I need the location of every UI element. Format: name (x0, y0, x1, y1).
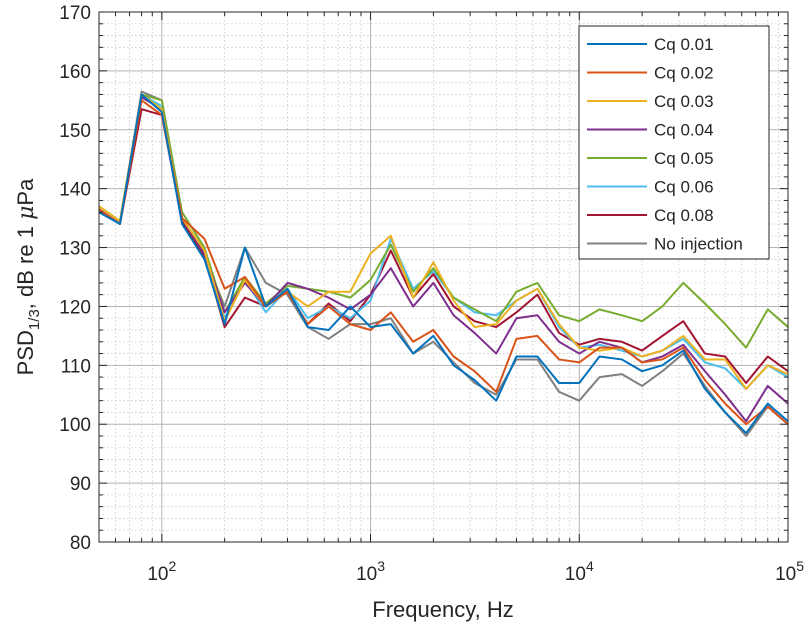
legend-label: No injection (654, 235, 743, 254)
y-tick-label: 150 (59, 121, 91, 142)
series-line (98, 93, 789, 390)
x-tick-label: 103 (356, 558, 385, 585)
y-tick-label: 90 (70, 474, 91, 495)
y-tick-label: 140 (59, 180, 91, 201)
x-tick-label: 105 (775, 558, 804, 585)
legend-label: Cq 0.05 (654, 149, 714, 168)
legend-label: Cq 0.06 (654, 178, 714, 197)
y-tick-label: 160 (59, 62, 91, 83)
series-layer (98, 90, 789, 437)
legend-label: Cq 0.01 (654, 35, 714, 54)
legend-label: Cq 0.08 (654, 206, 714, 225)
y-tick-label: 100 (59, 415, 91, 436)
y-tick-labels: 80 90 100 110 120 130 140 150 160 170 (59, 3, 91, 554)
series-line (98, 99, 789, 426)
y-tick-label: 110 (61, 356, 91, 377)
y-tick-label: 80 (70, 533, 91, 554)
y-tick-label: 170 (59, 3, 91, 24)
legend-label: Cq 0.02 (654, 64, 714, 83)
x-axis-title: Frequency, Hz (372, 597, 513, 622)
y-axis-title: PSD1/3, dB re 1 μPa (13, 178, 43, 375)
legend: Cq 0.01 Cq 0.02 Cq 0.03 Cq 0.04 Cq 0.05 Cq 0.… (578, 25, 770, 260)
y-tick-label: 130 (59, 239, 91, 260)
x-tick-label: 104 (565, 558, 594, 585)
series-line (98, 93, 789, 435)
x-tick-label: 102 (147, 558, 176, 585)
legend-label: Cq 0.04 (654, 121, 714, 140)
legend-label: Cq 0.03 (654, 92, 714, 111)
plot-frame (98, 11, 789, 543)
tick-marks (98, 11, 789, 543)
y-tick-label: 120 (59, 297, 91, 318)
legend-box (578, 25, 770, 260)
x-tick-labels: 102 103 104 105 (147, 558, 804, 585)
